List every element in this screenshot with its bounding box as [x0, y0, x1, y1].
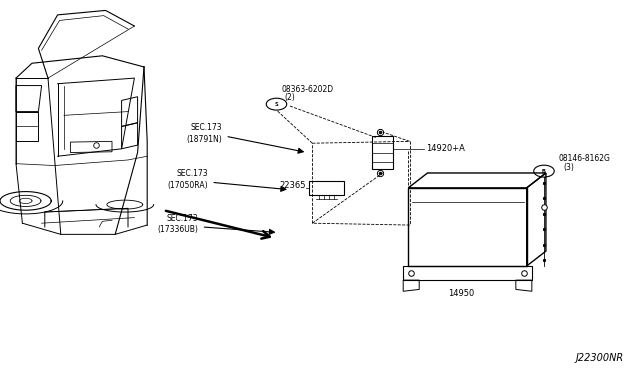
Text: J22300NR: J22300NR: [576, 353, 624, 363]
Text: 08146-8162G: 08146-8162G: [558, 154, 610, 163]
Text: SEC.173
(18791N): SEC.173 (18791N): [186, 123, 222, 144]
Text: (3): (3): [563, 163, 574, 172]
Text: 22365: 22365: [279, 182, 306, 190]
Bar: [408, 188, 527, 266]
Text: S: S: [275, 102, 278, 107]
Bar: [309, 181, 344, 195]
Text: 14920+A: 14920+A: [426, 144, 465, 153]
Text: SEC.173
(17050RA): SEC.173 (17050RA): [168, 169, 208, 190]
Text: 14950: 14950: [448, 289, 474, 298]
Bar: [403, 266, 532, 280]
Text: 08363-6202D: 08363-6202D: [282, 86, 333, 94]
Text: B: B: [542, 169, 546, 174]
Bar: [372, 136, 393, 169]
Text: (2): (2): [284, 93, 295, 102]
Text: SEC.173
(17336UB): SEC.173 (17336UB): [157, 214, 198, 234]
